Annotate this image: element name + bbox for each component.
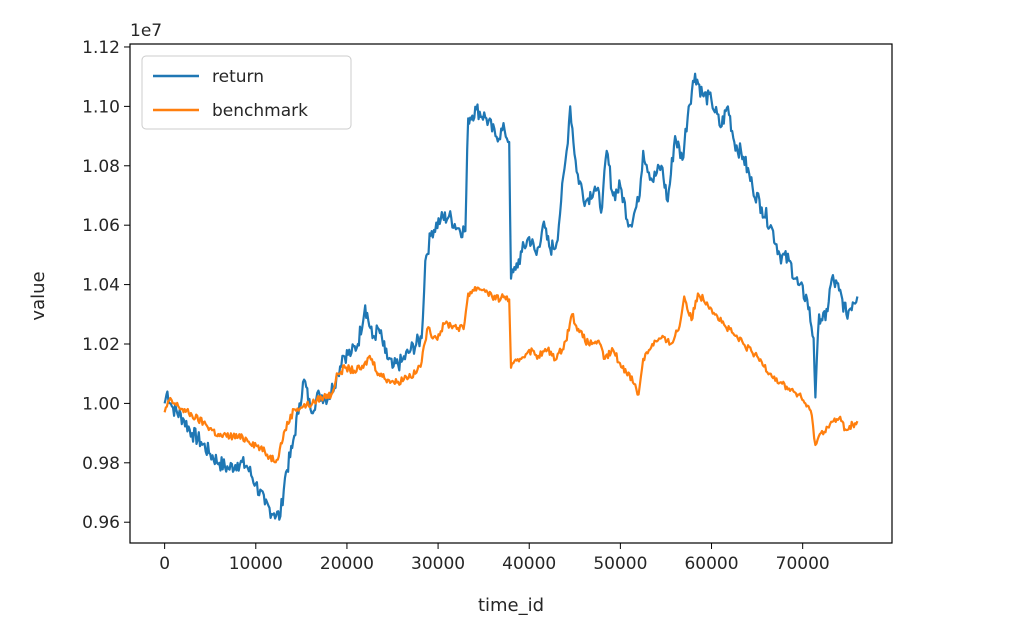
y-tick-label: 1.12: [82, 38, 120, 58]
y-tick-label: 1.04: [82, 276, 120, 296]
legend-label-benchmark: benchmark: [212, 101, 308, 121]
y-tick-label: 1.02: [82, 335, 120, 355]
x-tick-label: 20000: [320, 554, 374, 574]
y-axis-offset-text: 1e7: [130, 21, 162, 41]
series-layer: [163, 72, 859, 521]
legend-label-return: return: [212, 67, 264, 87]
x-axis-ticks: 0 10000 20000 30000 40000 50000 60000 70000: [159, 543, 830, 574]
x-tick-label: 60000: [684, 554, 738, 574]
y-tick-label: 1.00: [82, 394, 120, 414]
x-tick-label: 50000: [593, 554, 647, 574]
y-tick-label: 0.96: [82, 513, 120, 533]
plot-frame: [129, 43, 893, 544]
series-line-return: [163, 72, 859, 521]
x-tick-label: 70000: [776, 554, 830, 574]
series-line-benchmark: [163, 286, 859, 464]
x-tick-label: 10000: [229, 554, 283, 574]
x-axis-label: time_id: [478, 595, 544, 616]
x-tick-label: 40000: [502, 554, 556, 574]
y-axis-ticks: 0.96 0.98 1.00 1.02 1.04 1.06 1.08 1.10 1.12: [82, 38, 130, 533]
y-axis-label: value: [28, 271, 49, 320]
y-tick-label: 1.08: [82, 157, 120, 177]
legend: return benchmark: [141, 55, 352, 130]
y-tick-label: 1.06: [82, 216, 120, 236]
y-tick-label: 0.98: [82, 454, 120, 474]
x-tick-label: 30000: [411, 554, 465, 574]
y-tick-label: 1.10: [82, 97, 120, 117]
x-tick-label: 0: [159, 554, 170, 574]
